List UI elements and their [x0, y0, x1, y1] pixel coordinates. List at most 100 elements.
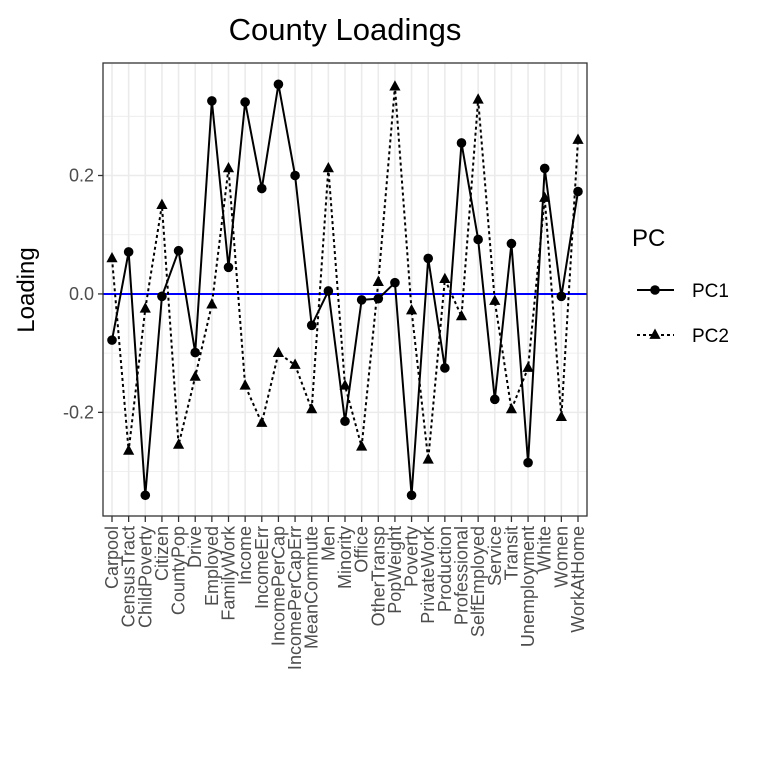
data-point-pc2: [489, 294, 501, 305]
data-point-pc1: [539, 163, 550, 174]
legend-title: PC: [632, 225, 665, 252]
legend-label-pc1: PC1: [692, 281, 729, 302]
data-point-pc1: [423, 253, 434, 264]
data-point-pc2: [505, 402, 518, 414]
data-point-pc1: [207, 96, 217, 106]
x-tick-label: IncomePerCapErr: [285, 526, 305, 670]
data-point-pc1: [306, 320, 317, 331]
data-point-pc2: [322, 161, 334, 173]
x-tick-label: CensusTract: [119, 526, 139, 627]
x-tick-label: IncomeErr: [252, 526, 272, 609]
x-tick-label: Citizen: [152, 526, 172, 581]
data-point-pc2: [522, 361, 534, 372]
data-point-pc1: [140, 490, 151, 501]
x-tick-label: Drive: [185, 526, 205, 568]
data-point-pc2: [189, 370, 201, 381]
x-tick-label: SelfEmployed: [468, 526, 488, 637]
data-point-pc2: [106, 251, 118, 263]
legend: PC PC1 PC2: [632, 225, 729, 347]
data-point-pc1: [340, 416, 350, 427]
data-point-pc1: [107, 335, 117, 345]
data-point-pc1: [506, 238, 517, 249]
legend-entry-pc2: PC2: [637, 326, 729, 347]
data-point-pc2: [139, 302, 151, 313]
data-point-pc2: [272, 346, 285, 358]
data-point-pc1: [157, 291, 167, 302]
data-point-pc2: [339, 379, 351, 390]
x-tick-label: Men: [318, 526, 338, 561]
x-tick-label: PrivateWork: [418, 525, 438, 624]
x-tick-label: Women: [551, 526, 571, 588]
data-point-pc1: [123, 247, 134, 257]
data-point-pc1: [473, 234, 483, 245]
y-tick-label: 0.0: [69, 284, 94, 304]
x-tick-label: WorkAtHome: [568, 526, 588, 633]
series-line-pc2: [111, 85, 579, 461]
legend-entry-pc1: PC1: [637, 281, 729, 302]
data-point-pc2: [389, 80, 401, 91]
data-point-pc2: [306, 402, 318, 414]
axes: -0.2 0.0 0.2 CarpoolCensusTractChildPoverty…: [63, 166, 588, 671]
x-tick-label: Office: [352, 526, 372, 573]
data-point-pc2: [206, 298, 218, 309]
x-tick-label: White: [535, 526, 555, 572]
x-tick-label: Transit: [501, 526, 521, 580]
data-point-pc1: [173, 245, 184, 256]
data-point-pc1: [390, 277, 400, 288]
data-point-pc2: [256, 416, 268, 427]
y-tick-label: -0.2: [63, 402, 94, 422]
data-point-pc1: [440, 363, 450, 373]
data-point-pc1: [256, 183, 267, 194]
x-tick-label: FamilyWork: [219, 525, 239, 621]
legend-label-pc2: PC2: [692, 326, 729, 347]
data-point-pc2: [156, 198, 168, 209]
data-point-pc2: [372, 275, 384, 286]
x-tick-label: Minority: [335, 526, 355, 589]
data-point-pc2: [289, 358, 301, 369]
data-point-pc1: [406, 490, 417, 501]
legend-marker-pc1: [650, 285, 660, 295]
data-point-pc1: [223, 262, 234, 273]
data-point-pc2: [123, 444, 135, 455]
x-tick-label: Poverty: [402, 526, 422, 587]
y-tick-label: 0.2: [69, 166, 94, 186]
series-pc2: [106, 80, 584, 464]
series-pc1: [107, 79, 583, 501]
data-point-pc2: [239, 379, 251, 390]
data-point-pc2: [539, 191, 551, 202]
data-point-pc2: [172, 438, 185, 449]
data-point-pc1: [573, 186, 583, 197]
x-tick-label: CountyPop: [169, 526, 189, 615]
x-tick-label: Professional: [452, 526, 472, 625]
data-point-pc1: [373, 293, 384, 304]
x-tick-label: PopWeight: [385, 526, 405, 614]
series-group: [106, 79, 584, 501]
data-point-pc1: [456, 138, 467, 148]
data-point-pc2: [572, 133, 584, 144]
data-point-pc1: [356, 295, 367, 305]
data-point-pc1: [273, 79, 284, 90]
x-tick-label: Production: [435, 526, 455, 612]
x-tick-label: IncomePerCap: [268, 526, 288, 646]
data-point-pc1: [190, 347, 201, 358]
data-point-pc1: [290, 170, 300, 181]
data-point-pc1: [240, 97, 250, 107]
x-tick-label: Income: [235, 526, 255, 585]
data-point-pc2: [356, 440, 368, 451]
data-point-pc1: [323, 286, 334, 296]
data-point-pc2: [439, 272, 451, 284]
data-point-pc1: [489, 394, 500, 405]
data-point-pc1: [556, 291, 567, 302]
x-tick-label: Carpool: [102, 526, 122, 589]
x-tick-label: OtherTransp: [368, 526, 388, 626]
legend-marker-pc2: [649, 328, 661, 339]
data-point-pc2: [422, 453, 434, 464]
x-tick-label: Service: [485, 526, 505, 586]
data-point-pc2: [222, 161, 235, 173]
data-point-pc2: [455, 310, 468, 321]
y-axis-title: Loading: [13, 247, 40, 332]
data-point-pc1: [523, 457, 533, 468]
chart-title: County Loadings: [229, 12, 462, 47]
